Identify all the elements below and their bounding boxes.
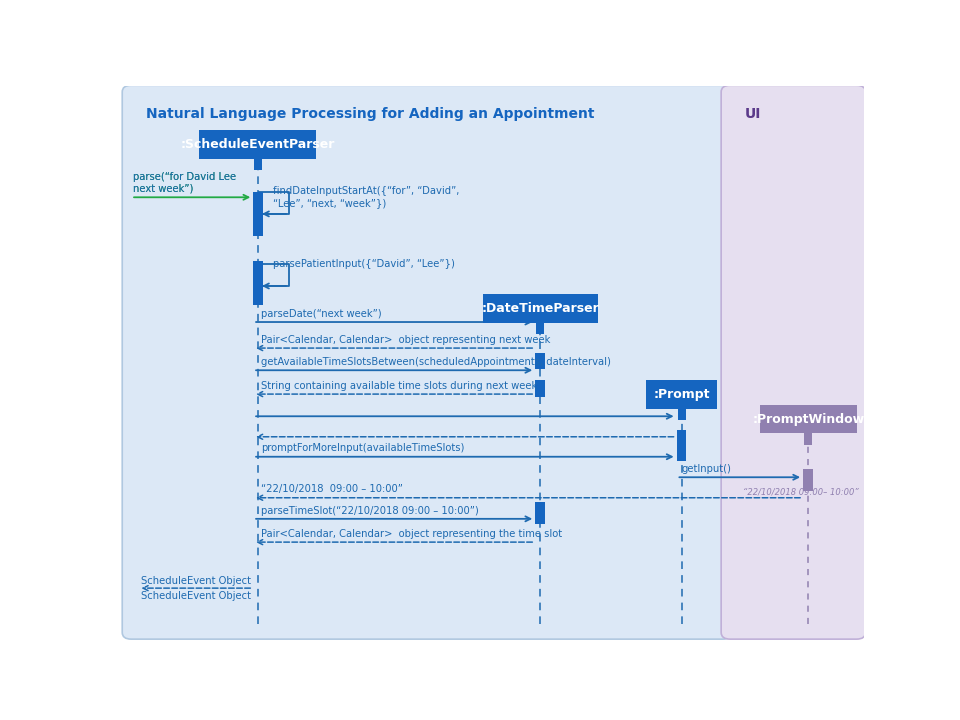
Text: parse(“for David Lee
next week”): parse(“for David Lee next week”) <box>133 172 236 194</box>
FancyBboxPatch shape <box>677 430 686 461</box>
Text: ScheduleEvent Object: ScheduleEvent Object <box>141 591 251 601</box>
Text: getInput(): getInput() <box>682 464 732 474</box>
Text: getAvailableTimeSlotsBetween(scheduledAppointments, dateInterval): getAvailableTimeSlotsBetween(scheduledAp… <box>261 357 612 367</box>
FancyBboxPatch shape <box>199 130 317 159</box>
FancyBboxPatch shape <box>678 408 685 420</box>
Text: UI: UI <box>745 107 761 121</box>
Text: Pair<Calendar, Calendar>  object representing next week: Pair<Calendar, Calendar> object represen… <box>261 335 551 345</box>
Text: parseDate(“next week”): parseDate(“next week”) <box>261 309 382 319</box>
Text: ScheduleEvent Object: ScheduleEvent Object <box>141 577 251 587</box>
FancyBboxPatch shape <box>535 353 545 369</box>
Text: Pair<Calendar, Calendar>  object representing the time slot: Pair<Calendar, Calendar> object represen… <box>261 528 563 539</box>
FancyBboxPatch shape <box>483 294 598 323</box>
FancyBboxPatch shape <box>721 85 866 639</box>
FancyBboxPatch shape <box>535 503 545 524</box>
Text: parse(“for David Lee
next week”): parse(“for David Lee next week”) <box>133 172 236 194</box>
Text: parseTimeSlot(“22/10/2018 09:00 – 10:00”): parseTimeSlot(“22/10/2018 09:00 – 10:00”… <box>261 505 479 516</box>
Text: Natural Language Processing for Adding an Appointment: Natural Language Processing for Adding a… <box>146 107 594 121</box>
FancyBboxPatch shape <box>535 380 545 397</box>
FancyBboxPatch shape <box>253 261 263 305</box>
Text: :PromptWindow: :PromptWindow <box>752 413 864 426</box>
Text: “22/10/2018 09:00– 10:00”: “22/10/2018 09:00– 10:00” <box>743 487 859 496</box>
FancyBboxPatch shape <box>803 469 813 491</box>
Text: :Prompt: :Prompt <box>654 387 710 400</box>
FancyBboxPatch shape <box>253 159 262 170</box>
Text: promptForMoreInput(availableTimeSlots): promptForMoreInput(availableTimeSlots) <box>261 444 465 454</box>
FancyBboxPatch shape <box>646 379 717 408</box>
FancyBboxPatch shape <box>804 433 812 444</box>
FancyBboxPatch shape <box>253 192 263 236</box>
Text: parsePatientInput({“David”, “Lee”}): parsePatientInput({“David”, “Lee”}) <box>273 259 454 269</box>
Text: String containing available time slots during next week: String containing available time slots d… <box>261 381 538 391</box>
FancyBboxPatch shape <box>537 323 544 333</box>
Text: :ScheduleEventParser: :ScheduleEventParser <box>180 138 335 151</box>
FancyBboxPatch shape <box>122 85 732 639</box>
Text: :DateTimeParser: :DateTimeParser <box>482 302 599 315</box>
Text: “22/10/2018  09:00 – 10:00”: “22/10/2018 09:00 – 10:00” <box>261 485 403 495</box>
FancyBboxPatch shape <box>760 405 856 433</box>
Text: findDateInputStartAt({“for”, “David”,
“Lee”, “next, “week”}): findDateInputStartAt({“for”, “David”, “L… <box>273 186 459 208</box>
